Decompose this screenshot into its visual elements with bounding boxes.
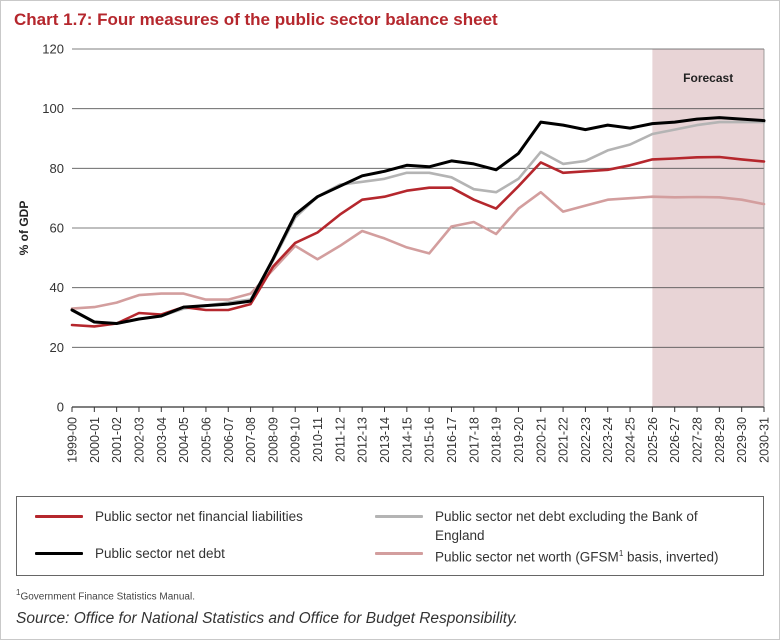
x-tick-label: 2000-01 (88, 417, 102, 463)
y-tick-label: 100 (42, 101, 64, 116)
series-line-psnw (70, 190, 766, 310)
x-tick-label: 2015-16 (423, 417, 437, 463)
legend-swatch-psnd-ex-boe (375, 515, 423, 518)
series-layer (70, 116, 766, 328)
x-tick-label: 2013-14 (378, 417, 392, 463)
x-tick-label: 2005-06 (199, 417, 213, 463)
legend-label-psnw: Public sector net worth (GFSM1 basis, in… (435, 544, 719, 567)
x-tick-label: 2014-15 (400, 417, 414, 463)
x-tick-label: 2002-03 (132, 417, 146, 463)
legend-label-psnw-part1: Public sector net worth (GFSM (435, 549, 619, 565)
x-tick-label: 2022-23 (579, 417, 593, 463)
footnote: 1Government Finance Statistics Manual. (16, 588, 195, 602)
chart-title: Chart 1.7: Four measures of the public s… (14, 10, 498, 29)
legend-swatch-psnd (35, 552, 83, 555)
x-tick-label: 2019-20 (512, 417, 526, 463)
x-tick-label: 2009-10 (289, 417, 303, 463)
series-line-psnd (70, 116, 766, 325)
legend-swatch-psnw (375, 552, 423, 555)
y-axis-label: % of GDP (17, 201, 31, 256)
legend-swatch-nfl (35, 515, 83, 518)
y-tick-label: 0 (57, 400, 64, 415)
x-tick-label: 2016-17 (445, 417, 459, 463)
y-tick-label: 60 (50, 221, 64, 236)
legend-item-psnw: Public sector net worth (GFSM1 basis, in… (375, 544, 719, 567)
source-note: Source: Office for National Statistics a… (16, 610, 518, 627)
y-tick-label: 20 (50, 340, 64, 355)
legend-label-psnd-ex-boe: Public sector net debt excluding the Ban… (435, 509, 698, 543)
y-tick-label: 40 (50, 280, 64, 295)
x-tick-label: 2007-08 (244, 417, 258, 463)
x-tick-label: 2017-18 (467, 417, 481, 463)
grid-layer (72, 48, 765, 408)
x-tick-label: 1999-00 (66, 417, 80, 463)
x-tick-label: 2030-31 (758, 417, 772, 463)
legend-label-psnd: Public sector net debt (95, 546, 225, 561)
x-tick-label: 2029-30 (735, 417, 749, 463)
y-tick-label: 80 (50, 161, 64, 176)
x-tick-label: 2008-09 (266, 417, 280, 463)
forecast-label: Forecast (683, 71, 733, 85)
legend: Public sector net financial liabilities … (16, 496, 764, 576)
y-tick-label: 120 (42, 42, 64, 57)
footnote-marker: 1 (16, 588, 21, 597)
x-tick-label: 2018-19 (490, 417, 504, 463)
x-tick-label: 2024-25 (624, 417, 638, 463)
legend-item-psnd-ex-boe: Public sector net debt excluding the Ban… (375, 507, 715, 545)
legend-item-psnd: Public sector net debt (35, 544, 225, 563)
x-tick-label: 2028-29 (713, 417, 727, 463)
x-tick-label: 2001-02 (110, 417, 124, 463)
x-tick-label: 2011-12 (333, 417, 347, 462)
x-tick-label: 2021-22 (557, 417, 571, 463)
x-tick-label: 2027-28 (691, 417, 705, 463)
x-tick-label: 2006-07 (222, 417, 236, 463)
x-tick-label: 2025-26 (646, 417, 660, 463)
legend-label-psnw-sup: 1 (618, 549, 624, 558)
legend-label-nfl: Public sector net financial liabilities (95, 509, 303, 524)
footnote-text: Government Finance Statistics Manual. (20, 591, 195, 603)
x-tick-label: 2026-27 (668, 417, 682, 463)
x-tick-label: 2023-24 (601, 417, 615, 463)
x-tick-label: 2020-21 (534, 417, 548, 463)
x-tick-label: 2010-11 (311, 417, 325, 462)
line-chart: Forecast 0 20 40 60 80 100 120 % of GDP 1999-00 2… (17, 42, 772, 463)
legend-item-nfl: Public sector net financial liabilities (35, 507, 303, 526)
axis-layer: 0 20 40 60 80 100 120 % of GDP 1999-00 2000-01 200… (17, 42, 772, 463)
x-tick-label: 2012-13 (356, 417, 370, 463)
x-tick-label: 2004-05 (177, 417, 191, 463)
x-tick-label: 2003-04 (155, 417, 169, 463)
legend-label-psnw-part2: basis, inverted) (623, 549, 719, 565)
